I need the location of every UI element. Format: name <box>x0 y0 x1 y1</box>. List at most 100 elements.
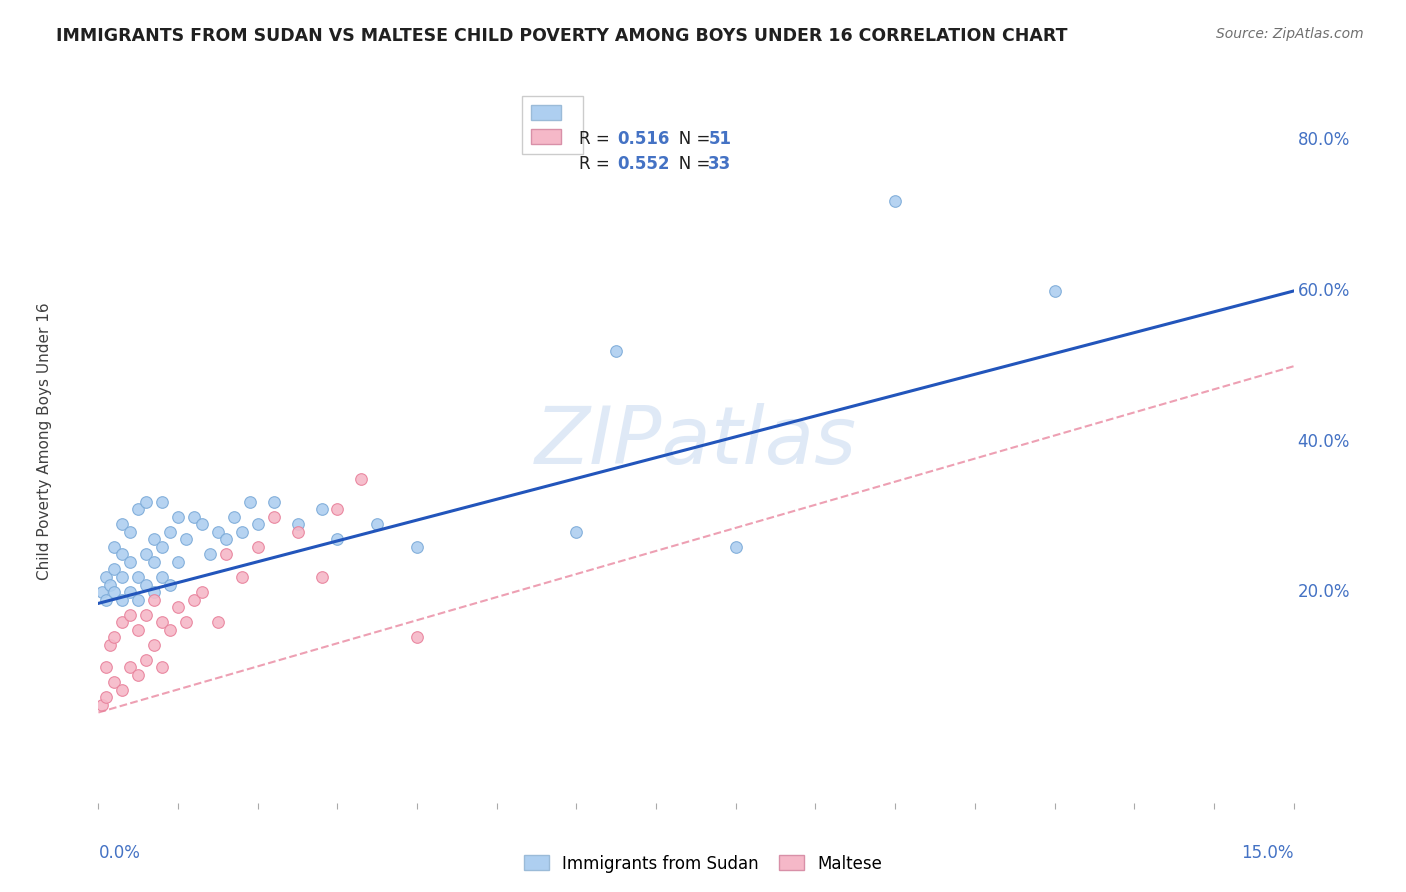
Point <box>96 570 118 584</box>
Point <box>198 548 221 562</box>
Point <box>111 517 134 532</box>
Legend: Immigrants from Sudan, Maltese: Immigrants from Sudan, Maltese <box>517 848 889 880</box>
Point <box>311 570 333 584</box>
Point <box>120 607 142 622</box>
Point <box>143 585 166 599</box>
Point <box>207 615 229 630</box>
Text: 20.0%: 20.0% <box>1298 583 1350 601</box>
Point <box>96 690 118 705</box>
Point <box>96 660 118 674</box>
Point <box>150 494 173 508</box>
Point <box>103 585 125 599</box>
Point <box>103 540 125 554</box>
Point <box>605 344 627 359</box>
Point <box>111 570 134 584</box>
Point <box>311 502 333 516</box>
Point <box>159 623 181 637</box>
Point <box>183 592 205 607</box>
Point <box>143 533 166 547</box>
Point <box>127 668 149 682</box>
Text: 15.0%: 15.0% <box>1241 844 1294 863</box>
Point <box>135 494 157 508</box>
Point <box>120 524 142 539</box>
Point <box>91 698 114 712</box>
Point <box>120 660 142 674</box>
Text: R =: R = <box>579 155 614 173</box>
Point <box>150 540 173 554</box>
Point <box>103 630 125 644</box>
Point <box>127 592 149 607</box>
Point <box>135 653 157 667</box>
Point <box>239 494 262 508</box>
Point <box>111 682 134 697</box>
Text: 80.0%: 80.0% <box>1298 131 1350 150</box>
Point <box>724 540 747 554</box>
Point <box>167 555 190 569</box>
Point <box>231 524 253 539</box>
Point <box>127 502 149 516</box>
Point <box>287 517 309 532</box>
Point <box>103 675 125 690</box>
Point <box>263 509 285 524</box>
Point <box>143 555 166 569</box>
Text: ZIPatlas: ZIPatlas <box>534 402 858 481</box>
Point <box>167 509 190 524</box>
Point <box>120 555 142 569</box>
Point <box>215 533 238 547</box>
Point <box>884 194 907 208</box>
Point <box>565 524 588 539</box>
Point <box>150 570 173 584</box>
Point <box>326 533 349 547</box>
Text: 51: 51 <box>709 129 731 147</box>
Point <box>246 540 269 554</box>
Point <box>174 615 197 630</box>
Point <box>127 570 149 584</box>
Legend:  ,  : , <box>523 95 582 154</box>
Text: 60.0%: 60.0% <box>1298 282 1350 300</box>
Point <box>246 517 269 532</box>
Point <box>111 548 134 562</box>
Point <box>111 615 134 630</box>
Point <box>135 577 157 591</box>
Point <box>150 615 173 630</box>
Text: 0.0%: 0.0% <box>98 844 141 863</box>
Point <box>111 592 134 607</box>
Point <box>174 533 197 547</box>
Point <box>263 494 285 508</box>
Text: N =: N = <box>664 155 716 173</box>
Point <box>127 623 149 637</box>
Point <box>143 592 166 607</box>
Point <box>135 548 157 562</box>
Point <box>406 630 429 644</box>
Text: R =: R = <box>579 129 614 147</box>
Point <box>98 577 122 591</box>
Point <box>150 660 173 674</box>
Point <box>231 570 253 584</box>
Point <box>135 607 157 622</box>
Point <box>326 502 349 516</box>
Text: Source: ZipAtlas.com: Source: ZipAtlas.com <box>1216 27 1364 41</box>
Text: 0.516: 0.516 <box>617 129 669 147</box>
Point <box>287 524 309 539</box>
Point <box>159 577 181 591</box>
Point <box>159 524 181 539</box>
Point <box>366 517 388 532</box>
Point <box>191 585 214 599</box>
Point <box>215 548 238 562</box>
Point <box>167 600 190 615</box>
Point <box>1043 284 1066 298</box>
Point <box>143 638 166 652</box>
Point <box>183 509 205 524</box>
Point <box>91 585 114 599</box>
Point <box>222 509 245 524</box>
Point <box>120 585 142 599</box>
Point <box>191 517 214 532</box>
Point <box>103 562 125 576</box>
Point <box>98 638 122 652</box>
Point <box>406 540 429 554</box>
Point <box>96 592 118 607</box>
Text: N =: N = <box>664 129 716 147</box>
Text: Child Poverty Among Boys Under 16: Child Poverty Among Boys Under 16 <box>37 302 52 581</box>
Text: 0.552: 0.552 <box>617 155 669 173</box>
Text: 33: 33 <box>709 155 731 173</box>
